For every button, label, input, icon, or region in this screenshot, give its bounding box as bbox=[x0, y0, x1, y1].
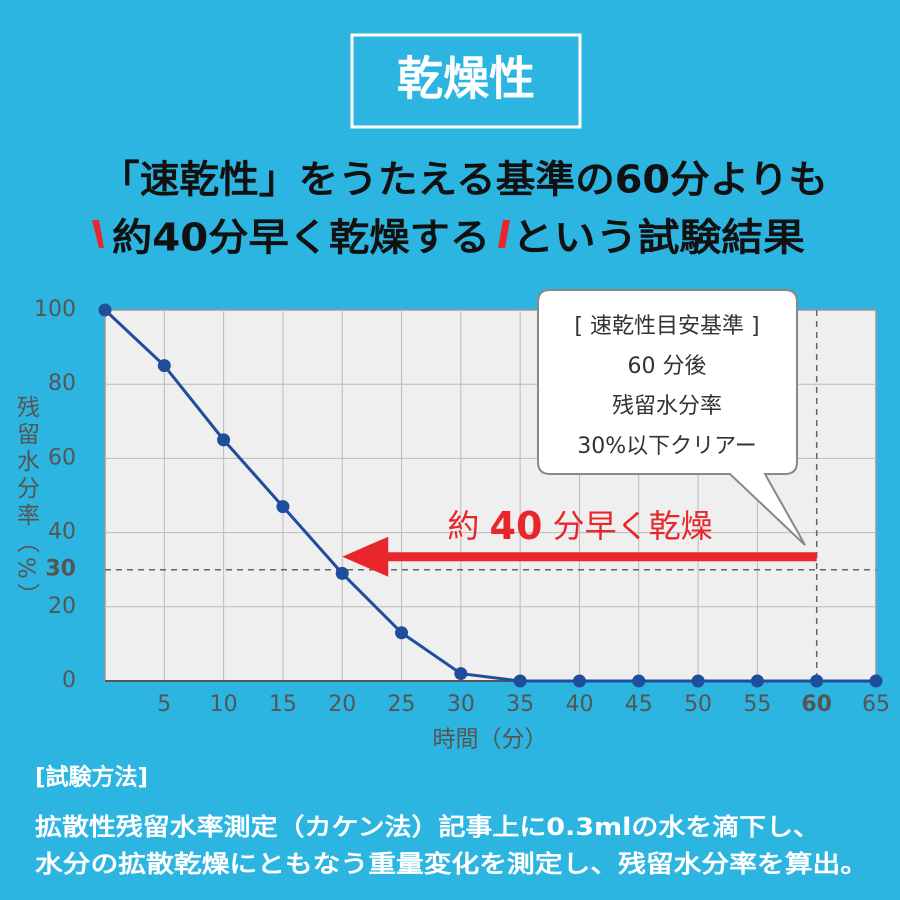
x-axis-label: 時間（分） bbox=[433, 727, 548, 753]
title: 乾燥性 bbox=[397, 52, 535, 106]
x-tick-label: 10 bbox=[210, 692, 238, 717]
callout-text: 残留水分率 bbox=[612, 394, 722, 419]
x-tick-label: 15 bbox=[269, 692, 297, 717]
y-axis-label: 残留水分率（%） bbox=[13, 395, 41, 610]
method-heading: [試験方法] bbox=[35, 764, 148, 791]
arrow-label-part: 約 bbox=[447, 507, 489, 545]
chart: 5 10 15 20 25 30 35 40 45 50 55 60 65 0 20 30 40 60 80 100 時… bbox=[13, 289, 890, 753]
arrow-head bbox=[342, 536, 389, 577]
data-line bbox=[103, 308, 876, 683]
x-tick-label: 60 bbox=[801, 692, 832, 717]
headline: という試験結果 bbox=[512, 216, 805, 260]
y-tick-label: 100 bbox=[34, 297, 76, 322]
x-tick-label: 40 bbox=[565, 692, 593, 717]
callout-text: 60 分後 bbox=[628, 354, 707, 379]
callout-text: 30%以下クリアー bbox=[577, 434, 757, 459]
data-point bbox=[454, 667, 468, 681]
x-tick-label: 5 bbox=[157, 692, 171, 717]
title-box bbox=[350, 33, 582, 129]
data-point bbox=[157, 359, 171, 373]
headline-emphasis: 約40分早く乾燥する bbox=[112, 216, 490, 260]
data-point bbox=[395, 626, 409, 640]
data-point bbox=[276, 500, 290, 514]
y-tick-label: 40 bbox=[48, 520, 76, 545]
callout-text: [ 速乾性目安基準 ] bbox=[574, 314, 759, 339]
accent-mark bbox=[498, 220, 510, 248]
y-tick-label: 20 bbox=[48, 594, 76, 619]
y-tick-label: 60 bbox=[48, 445, 76, 470]
y-tick-label: 30 bbox=[45, 557, 76, 582]
x-tick-label: 50 bbox=[684, 692, 712, 717]
x-tick-label: 65 bbox=[862, 692, 890, 717]
data-point bbox=[810, 674, 824, 688]
data-point bbox=[869, 674, 883, 688]
data-point bbox=[217, 433, 231, 447]
data-point bbox=[750, 674, 764, 688]
data-point bbox=[98, 303, 112, 317]
x-tick-label: 35 bbox=[506, 692, 534, 717]
x-tick-label: 45 bbox=[625, 692, 653, 717]
data-point bbox=[632, 674, 646, 688]
headline: 「速乾性」をうたえる基準の60分よりも bbox=[100, 158, 828, 202]
arrow-label-part: 分早く乾燥 bbox=[542, 507, 712, 545]
data-point bbox=[572, 674, 586, 688]
arrow-label: 約 40 分早く乾燥 bbox=[447, 504, 712, 548]
x-tick-label: 25 bbox=[388, 692, 416, 717]
data-point bbox=[335, 566, 349, 580]
method-text: 水分の拡散乾燥にともなう重量変化を測定し、残留水分率を算出。 bbox=[35, 850, 868, 878]
y-tick-label: 0 bbox=[62, 668, 76, 693]
accent-mark bbox=[92, 220, 104, 248]
y-tick-label: 80 bbox=[48, 371, 76, 396]
callout bbox=[537, 289, 806, 546]
x-tick-label: 20 bbox=[328, 692, 356, 717]
method-text: 拡散性残留水率測定（カケン法）記事上に0.3mlの水を滴下し、 bbox=[35, 813, 820, 841]
arrow-label-part: 40 bbox=[490, 504, 543, 548]
x-tick-label: 55 bbox=[743, 692, 771, 717]
data-point bbox=[513, 674, 527, 688]
x-tick-label: 30 bbox=[447, 692, 475, 717]
data-point bbox=[691, 674, 705, 688]
